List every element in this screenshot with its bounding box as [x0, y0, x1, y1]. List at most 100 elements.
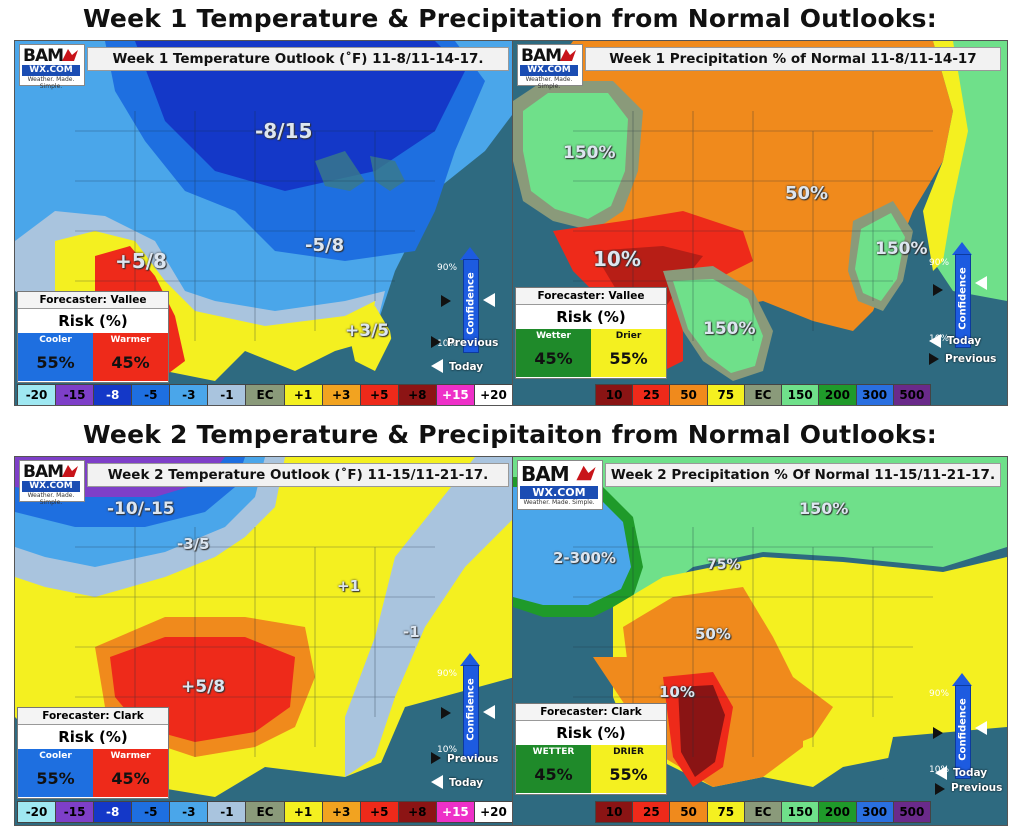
legend-swatch: -3 — [170, 385, 209, 405]
risk-right-label: Drier — [615, 331, 642, 341]
previous-legend-icon — [431, 752, 441, 764]
legend-swatch: 500 — [893, 802, 930, 822]
legend-swatch: -8 — [94, 385, 133, 405]
legend-swatch: 10 — [596, 802, 634, 822]
legend-swatch: -20 — [18, 385, 57, 405]
confidence-low: 10% — [437, 745, 458, 755]
contour-label: 150% — [875, 239, 928, 259]
confidence-bar: Confidence — [463, 665, 479, 759]
legend-swatch: +20 — [474, 802, 513, 822]
legend-swatch: +5 — [360, 385, 399, 405]
risk-left-value: 55% — [36, 769, 75, 788]
legend-swatch: -8 — [94, 802, 133, 822]
contour-label: +5/8 — [115, 249, 167, 273]
legend-swatch: +5 — [360, 802, 399, 822]
legend-swatch: 50 — [670, 802, 708, 822]
legend-swatch: +15 — [436, 802, 475, 822]
confidence-meter: Confidence 90% 10% — [425, 653, 505, 807]
contour-label: 10% — [593, 247, 641, 271]
legend-swatch: 300 — [856, 802, 894, 822]
risk-left-value: 45% — [534, 349, 573, 368]
risk-box: Forecaster: Vallee Risk (%) Wetter 45% D… — [515, 287, 667, 379]
bamwx-logo: BAM WX.COM Weather. Made. Simple. — [19, 44, 85, 90]
previous-legend-label: Previous — [951, 782, 1003, 794]
forecaster-label: Forecaster: Vallee — [516, 288, 666, 305]
risk-title: Risk (%) — [58, 312, 128, 330]
bamwx-logo: BAM WX.COM Weather. Made. Simple. — [517, 460, 603, 510]
today-legend-label: Today — [953, 767, 988, 779]
legend-swatch: 10 — [596, 385, 634, 405]
legend-swatch: +1 — [284, 802, 323, 822]
legend-swatch: 150 — [782, 385, 820, 405]
today-marker-icon — [975, 721, 987, 735]
confidence-arrow-icon — [460, 247, 480, 260]
contour-label: -8/15 — [255, 119, 313, 143]
bamwx-logo: BAM WX.COM Weather. Made. Simple. — [19, 460, 85, 506]
logo-bird-icon — [576, 465, 596, 481]
confidence-low: 10% — [437, 339, 458, 349]
confidence-bar: Confidence — [463, 259, 479, 353]
contour-label: +1 — [337, 577, 361, 595]
today-legend-icon — [935, 766, 947, 780]
confidence-label: Confidence — [465, 272, 477, 335]
week1-temperature-map: BAM WX.COM Weather. Made. Simple. Week 1… — [14, 40, 516, 406]
confidence-label: Confidence — [957, 698, 969, 761]
precipitation-legend: 10 25 50 75 EC 150 200 300 500 — [595, 384, 931, 405]
confidence-high: 90% — [929, 258, 950, 268]
contour-label: 75% — [707, 557, 741, 573]
temperature-legend: -20 -15 -8 -5 -3 -1 EC +1 +3 +5 +8 +15 +20 — [17, 801, 513, 823]
risk-box: Forecaster: Vallee Risk (%) Cooler 55% W… — [17, 291, 169, 383]
legend-swatch: +8 — [398, 802, 437, 822]
map-title: Week 2 Temperature Outlook (˚F) 11-15/11… — [87, 463, 509, 487]
contour-label: 150% — [563, 143, 616, 163]
confidence-high: 90% — [437, 669, 458, 679]
logo-name: BAM — [521, 46, 562, 66]
confidence-arrow-icon — [460, 653, 480, 666]
contour-label: 150% — [799, 499, 849, 518]
logo-tagline: Weather. Made. Simple. — [27, 492, 75, 506]
forecaster-label: Forecaster: Clark — [18, 708, 168, 725]
today-marker-icon — [483, 293, 495, 307]
risk-right-value: 45% — [111, 353, 150, 372]
risk-right-label: Warmer — [110, 751, 151, 761]
contour-label: -3/5 — [177, 535, 210, 553]
legend-swatch: 500 — [893, 385, 930, 405]
week2-title: Week 2 Temperature & Precipitaiton from … — [83, 420, 937, 449]
contour-label: 10% — [659, 683, 695, 701]
legend-swatch: EC — [246, 802, 285, 822]
risk-left-label: WETTER — [532, 747, 575, 757]
confidence-high: 90% — [929, 689, 950, 699]
legend-swatch: -1 — [208, 385, 247, 405]
legend-swatch: 200 — [819, 385, 857, 405]
previous-legend-icon — [431, 336, 441, 348]
legend-swatch: +8 — [398, 385, 437, 405]
confidence-bar: Confidence — [955, 254, 971, 348]
risk-left-label: Cooler — [39, 335, 72, 345]
legend-swatch: 75 — [707, 385, 745, 405]
confidence-arrow-icon — [952, 242, 972, 255]
confidence-meter: Confidence 90% 10% — [917, 242, 997, 396]
legend-swatch: -5 — [132, 802, 171, 822]
risk-right-value: 55% — [609, 349, 648, 368]
logo-tagline: Weather. Made. Simple. — [525, 76, 573, 90]
contour-label: 2-300% — [553, 549, 617, 567]
confidence-high: 90% — [437, 263, 458, 273]
risk-title: Risk (%) — [556, 724, 626, 742]
confidence-label: Confidence — [465, 678, 477, 741]
week2-precipitation-map: BAM WX.COM Weather. Made. Simple. Week 2… — [512, 456, 1008, 826]
today-legend-label: Today — [947, 335, 982, 347]
confidence-meter: Confidence 90% 10% — [425, 247, 505, 401]
contour-label: -5/8 — [305, 235, 345, 256]
contour-label: 150% — [703, 319, 756, 339]
logo-name: BAM — [23, 46, 64, 66]
map-title: Week 1 Temperature Outlook (˚F) 11-8/11-… — [87, 47, 509, 71]
legend-swatch: -3 — [170, 802, 209, 822]
precipitation-map-graphic — [513, 457, 1007, 825]
legend-swatch: +1 — [284, 385, 323, 405]
risk-right-label: DRIER — [613, 747, 644, 757]
logo-name: BAM — [23, 462, 64, 482]
risk-box: Forecaster: Clark Risk (%) Cooler 55% Wa… — [17, 707, 169, 799]
legend-swatch: -20 — [18, 802, 57, 822]
legend-swatch: -15 — [56, 385, 95, 405]
risk-left-value: 45% — [534, 765, 573, 784]
